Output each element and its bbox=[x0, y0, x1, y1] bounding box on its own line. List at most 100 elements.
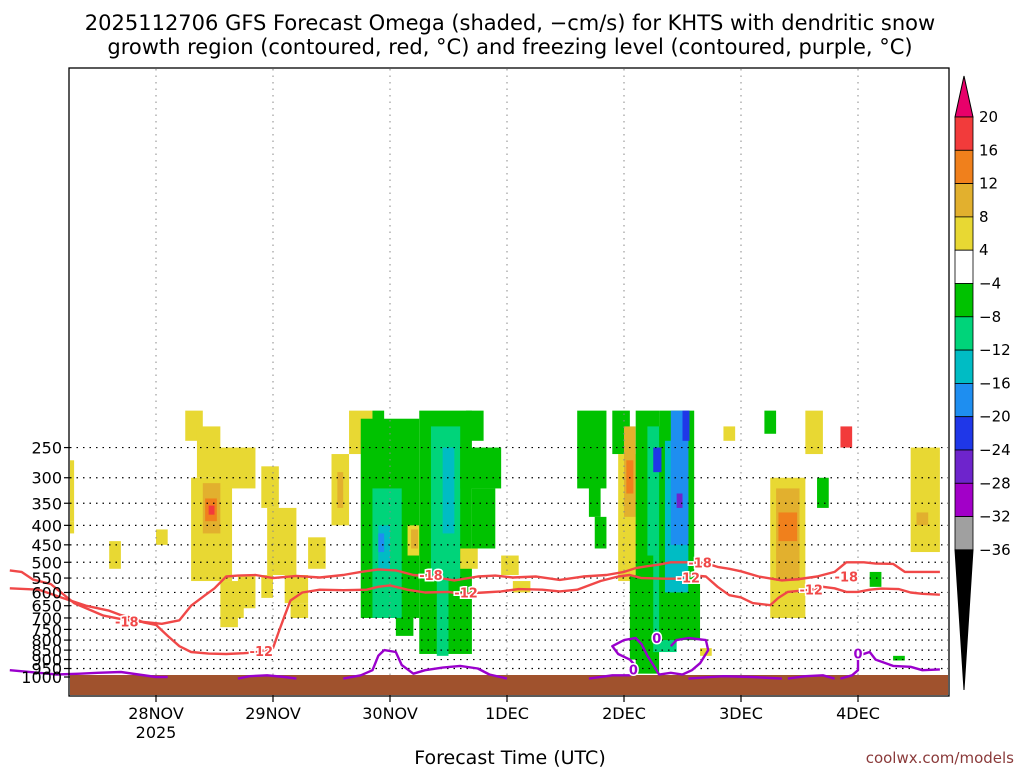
ground-band bbox=[70, 675, 948, 695]
colorbar-label: 20 bbox=[979, 108, 998, 126]
omega-cell bbox=[337, 472, 344, 508]
omega-cell bbox=[670, 410, 689, 545]
omega-cell bbox=[764, 410, 777, 434]
omega-cell bbox=[626, 460, 634, 494]
y-tick-label: 300 bbox=[31, 469, 62, 488]
omega-cell bbox=[436, 581, 449, 656]
dendritic-growth-contours bbox=[9, 561, 940, 656]
x-tick-label: 3DEC bbox=[719, 704, 763, 723]
y-tick-label: 350 bbox=[31, 494, 62, 513]
omega-cell bbox=[869, 571, 882, 587]
colorbar-label: −36 bbox=[979, 541, 1011, 559]
omega-cell bbox=[284, 575, 309, 604]
x-tick-label: 30NOV bbox=[362, 704, 418, 723]
colorbar-label: 8 bbox=[979, 208, 989, 226]
colorbar-swatch bbox=[954, 416, 974, 451]
colorbar-min-triangle bbox=[954, 549, 974, 691]
y-tick-label: 800 bbox=[31, 631, 62, 650]
x-tick-label: 4DEC bbox=[836, 704, 880, 723]
omega-cell bbox=[208, 505, 215, 515]
omega-cell bbox=[778, 512, 798, 542]
contour-minus-18 bbox=[9, 561, 940, 625]
omega-cell bbox=[723, 426, 736, 441]
y-tick-label: 250 bbox=[31, 439, 62, 458]
omega-cell bbox=[156, 529, 168, 545]
omega-cell bbox=[290, 603, 309, 618]
y-tick-label: 900 bbox=[31, 651, 62, 670]
x-tick-label: 28NOV bbox=[128, 704, 184, 723]
colorbar-label: −16 bbox=[979, 374, 1011, 392]
colorbar-swatch bbox=[954, 249, 974, 284]
contour-minus-12 bbox=[9, 573, 940, 656]
red-contour-label: -18 bbox=[419, 569, 443, 584]
y-tick-label: 700 bbox=[31, 609, 62, 628]
colorbar-swatch bbox=[954, 149, 974, 185]
omega-cell bbox=[501, 555, 519, 576]
y-tick-label: 1000 bbox=[21, 668, 62, 687]
colorbar-swatch bbox=[954, 183, 974, 218]
omega-cell bbox=[676, 493, 683, 508]
omega-cell bbox=[817, 477, 829, 508]
red-contour-label: -18 bbox=[835, 571, 859, 586]
x-axis-label: Forecast Time (UTC) bbox=[414, 747, 605, 768]
contour-freezing-0 bbox=[688, 675, 782, 680]
omega-cell bbox=[805, 410, 823, 455]
y-axis-pressure-ticks: 250 300 350 4004505005506006507007508008509… bbox=[21, 439, 70, 687]
colorbar-swatch bbox=[954, 216, 974, 251]
contour-freezing-0 bbox=[588, 636, 710, 680]
omega-cell bbox=[916, 512, 929, 526]
omega-cell bbox=[237, 575, 256, 609]
omega-cell bbox=[840, 426, 853, 448]
colorbar-swatch bbox=[954, 116, 974, 151]
red-contour-label: -12 bbox=[454, 586, 478, 601]
omega-cell bbox=[109, 541, 121, 569]
colorbar-label: −4 bbox=[979, 275, 1001, 293]
colorbar-legend: 20 16 12 8 4 −4 −8 −12 −16 −20 −24 −28 −32 −36 bbox=[954, 75, 1011, 691]
omega-cell bbox=[214, 447, 256, 489]
colorbar-swatch bbox=[954, 449, 974, 484]
colorbar-label: −28 bbox=[979, 474, 1011, 492]
y-tick-label: 750 bbox=[31, 620, 62, 639]
omega-cell bbox=[220, 617, 238, 628]
omega-cell bbox=[512, 581, 531, 593]
colorbar-label: 4 bbox=[979, 241, 989, 259]
colorbar-label: −32 bbox=[979, 508, 1011, 526]
omega-cell bbox=[594, 516, 607, 549]
contour-freezing-0 bbox=[787, 674, 835, 680]
y-tick-label: 450 bbox=[31, 536, 62, 555]
omega-cell bbox=[70, 460, 75, 522]
colorbar-swatch bbox=[954, 382, 974, 418]
chart-title-line-1: 2025112706 GFS Forecast Omega (shaded, −… bbox=[85, 11, 935, 35]
omega-cell bbox=[460, 548, 478, 569]
colorbar-swatch bbox=[954, 516, 974, 551]
plot-frame bbox=[68, 67, 950, 697]
red-contour-label: -12 bbox=[677, 571, 701, 586]
colorbar-label: 12 bbox=[979, 175, 998, 193]
purple-contour-label: 0 bbox=[652, 632, 661, 647]
red-contour-label: -18 bbox=[115, 615, 139, 630]
colorbar-label: −8 bbox=[979, 308, 1001, 326]
omega-cell bbox=[910, 447, 940, 553]
x-tick-year-label: 2025 bbox=[136, 723, 177, 742]
contour-freezing-0 bbox=[237, 674, 297, 680]
omega-cell bbox=[460, 447, 502, 489]
omega-cell bbox=[893, 655, 905, 661]
omega-cell bbox=[411, 529, 419, 549]
omega-cell bbox=[682, 410, 690, 441]
omega-cell bbox=[588, 477, 601, 517]
x-tick-label: 2DEC bbox=[602, 704, 646, 723]
ground-layer bbox=[70, 675, 948, 695]
y-tick-label: 500 bbox=[31, 553, 62, 572]
omega-cell bbox=[471, 488, 496, 549]
omega-cell bbox=[261, 466, 279, 508]
colorbar-swatch bbox=[954, 283, 974, 318]
contour-freezing-0 bbox=[9, 669, 168, 679]
contour-freezing-0 bbox=[342, 648, 508, 680]
colorbar-label: −12 bbox=[979, 341, 1011, 359]
omega-cell bbox=[308, 537, 326, 569]
omega-cell bbox=[442, 447, 455, 534]
x-tick-label: 1DEC bbox=[485, 704, 529, 723]
x-tick-label: 29NOV bbox=[245, 704, 301, 723]
omega-shading-layer bbox=[70, 410, 940, 674]
colorbar-label: 16 bbox=[979, 141, 998, 159]
